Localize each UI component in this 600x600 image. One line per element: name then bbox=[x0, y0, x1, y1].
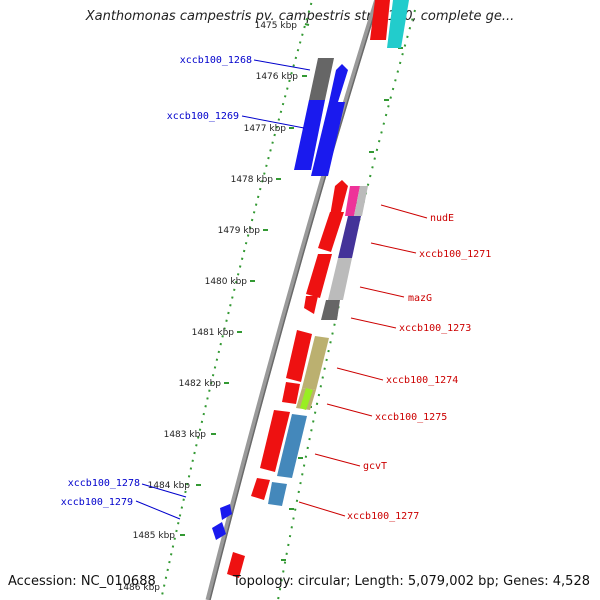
label-leaders bbox=[135, 59, 428, 520]
tick-label: 1477 kbp bbox=[244, 124, 287, 134]
gene-block[interactable] bbox=[300, 388, 313, 410]
gene-label[interactable]: xccb100_1269 bbox=[167, 111, 239, 122]
gene-arrow[interactable] bbox=[220, 504, 232, 520]
gene-block[interactable] bbox=[328, 258, 352, 300]
minus-strand-genes bbox=[227, 0, 409, 578]
right-scale-ticks bbox=[281, 47, 403, 561]
gene-arrow[interactable] bbox=[260, 410, 290, 472]
tick-label: 1482 kbp bbox=[179, 379, 222, 389]
gene-label[interactable]: mazG bbox=[408, 293, 432, 304]
gene-label[interactable]: xccb100_1268 bbox=[180, 55, 252, 66]
gene-arrow[interactable] bbox=[370, 0, 390, 40]
scale-ticks: 1475 kbp 1476 kbp 1477 kbp 1478 kbp 1479… bbox=[118, 21, 310, 593]
gene-arrow[interactable] bbox=[306, 254, 332, 298]
gene-block[interactable] bbox=[277, 414, 307, 478]
gene-block[interactable] bbox=[354, 186, 368, 216]
gene-label[interactable]: xccb100_1273 bbox=[399, 323, 471, 334]
gene-arrow[interactable] bbox=[318, 212, 344, 252]
tick-label: 1475 kbp bbox=[255, 21, 298, 31]
left-scale-track bbox=[160, 0, 314, 600]
map-title: Xanthomonas campestris pv. campestris st… bbox=[85, 9, 515, 24]
gene-arrow[interactable] bbox=[251, 478, 270, 500]
gene-block[interactable] bbox=[268, 482, 287, 506]
gene-block[interactable] bbox=[321, 300, 340, 320]
gene-arrow[interactable] bbox=[282, 382, 300, 404]
gene-labels-minus: nudE xccb100_1271 mazG xccb100_1273 xccb… bbox=[347, 213, 491, 522]
gene-block[interactable] bbox=[345, 186, 360, 216]
genome-backbone bbox=[205, 0, 380, 600]
gene-arrow[interactable] bbox=[286, 330, 312, 382]
gene-block[interactable] bbox=[302, 336, 329, 390]
tick-label: 1481 kbp bbox=[192, 328, 235, 338]
tick-label: 1480 kbp bbox=[205, 277, 248, 287]
gene-block[interactable] bbox=[309, 58, 334, 100]
gene-arrow[interactable] bbox=[294, 100, 325, 170]
gene-arrow[interactable] bbox=[330, 180, 348, 216]
gene-labels-plus: xccb100_1268 xccb100_1269 xccb100_1278 x… bbox=[61, 55, 252, 508]
tick-label: 1478 kbp bbox=[231, 175, 274, 185]
gene-label[interactable]: xccb100_1278 bbox=[68, 478, 140, 489]
gene-label[interactable]: xccb100_1274 bbox=[386, 375, 458, 386]
genome-backbone-shadow bbox=[209, 0, 380, 600]
gene-block[interactable] bbox=[338, 216, 361, 258]
gene-label[interactable]: xccb100_1277 bbox=[347, 511, 419, 522]
gene-label[interactable]: xccb100_1279 bbox=[61, 497, 133, 508]
right-scale-track bbox=[277, 9, 416, 600]
gene-label[interactable]: gcvT bbox=[363, 461, 387, 472]
accession-text: Accession: NC_010688 bbox=[8, 574, 156, 589]
gene-arrow[interactable] bbox=[227, 552, 245, 578]
gene-arrow[interactable] bbox=[329, 64, 348, 102]
tick-label: 1479 kbp bbox=[218, 226, 261, 236]
gene-block[interactable] bbox=[387, 0, 409, 48]
gene-label[interactable]: xccb100_1275 bbox=[375, 412, 447, 423]
tick-label: 1483 kbp bbox=[164, 430, 207, 440]
gene-arrow[interactable] bbox=[304, 296, 318, 314]
tick-label: 1476 kbp bbox=[256, 72, 299, 82]
gene-arrow[interactable] bbox=[212, 522, 226, 540]
tick-label: 1486 kbp bbox=[118, 583, 161, 593]
tick-label: 1485 kbp bbox=[133, 531, 176, 541]
gene-arrow[interactable] bbox=[311, 102, 345, 176]
gene-label[interactable]: nudE bbox=[430, 213, 454, 224]
topology-text: Topology: circular; Length: 5,079,002 bp… bbox=[232, 574, 590, 589]
gene-label[interactable]: xccb100_1271 bbox=[419, 249, 491, 260]
tick-label: 1484 kbp bbox=[148, 481, 191, 491]
plus-strand-genes bbox=[212, 58, 348, 540]
